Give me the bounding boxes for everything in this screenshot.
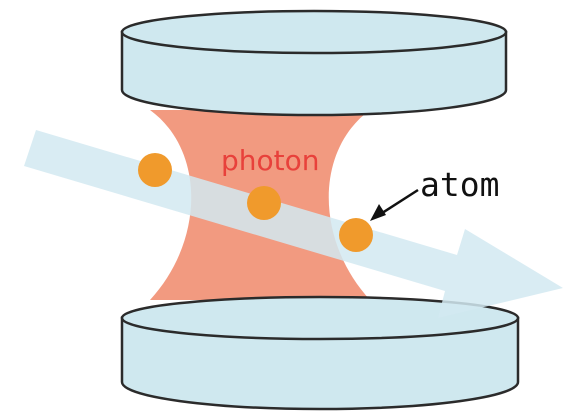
bottom-mirror bbox=[120, 295, 520, 411]
atom-pointer-arrowhead bbox=[370, 204, 386, 221]
atom-pointer-arrow bbox=[378, 188, 419, 217]
top-mirror-side bbox=[120, 30, 508, 117]
bottom-mirror-top-face bbox=[120, 295, 520, 341]
atom-dot bbox=[247, 186, 281, 220]
atom-dot bbox=[339, 218, 373, 252]
atom-dot bbox=[138, 153, 172, 187]
photon-label: photon bbox=[221, 144, 320, 177]
top-mirror-top-face bbox=[120, 9, 508, 55]
atom-label: atom bbox=[420, 165, 499, 204]
bottom-mirror-side bbox=[120, 316, 520, 411]
top-mirror bbox=[120, 9, 508, 117]
